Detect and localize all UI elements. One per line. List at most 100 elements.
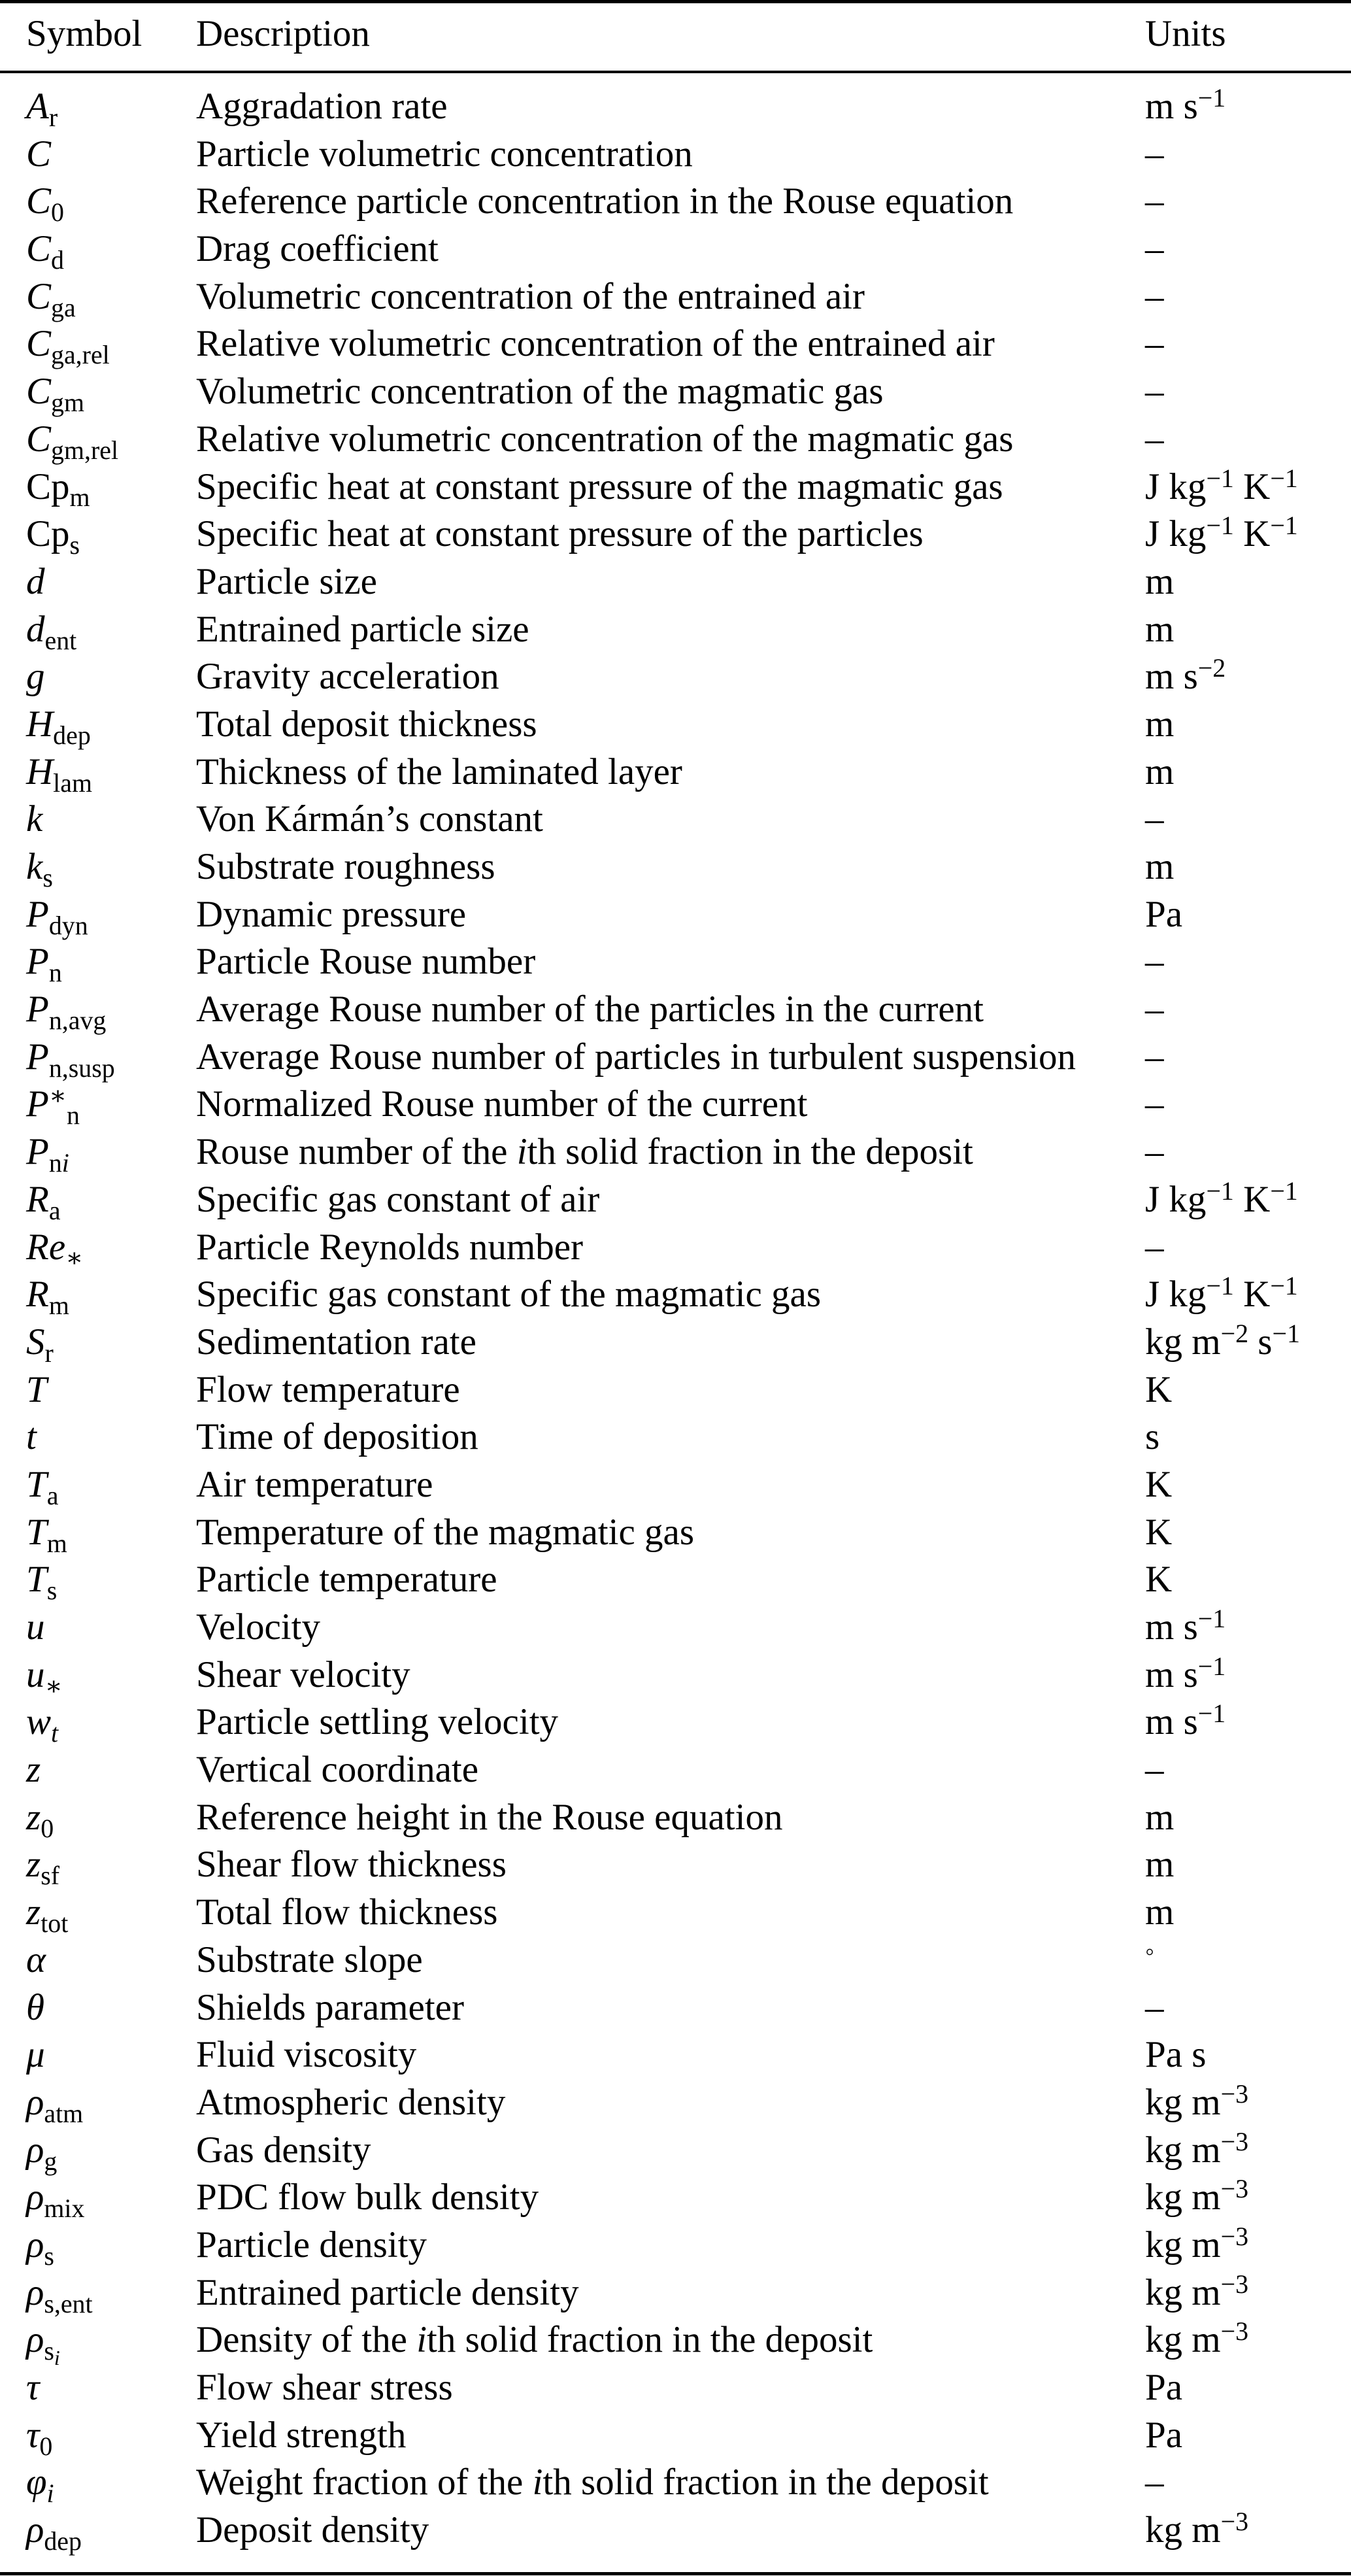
header-rule — [0, 71, 1351, 73]
units-cell: m — [1145, 560, 1175, 602]
description-cell: Aggradation rate — [196, 86, 448, 127]
units-cell: – — [1145, 228, 1164, 270]
units-cell: – — [1145, 180, 1164, 222]
description-cell: Shear velocity — [196, 1653, 410, 1695]
symbol-cell: Pn,susp — [26, 1036, 115, 1083]
units-cell: kg m−3 — [1145, 2221, 1249, 2265]
table-row: ks Substrate roughness m — [0, 843, 1351, 891]
description-cell: Average Rouse number of the particles in… — [196, 989, 984, 1030]
description-cell: Flow shear stress — [196, 2367, 453, 2408]
symbol-cell: z0 — [26, 1796, 54, 1843]
table-row: ρs,ent Entrained particle density kg m−3 — [0, 2269, 1351, 2317]
table-row: Pdyn Dynamic pressure Pa — [0, 891, 1351, 939]
table-row: ρatm Atmospheric density kg m−3 — [0, 2079, 1351, 2127]
table-row: C0 Reference particle concentration in th… — [0, 178, 1351, 226]
units-cell: Pa s — [1145, 2034, 1207, 2076]
symbol-cell: Pn,avg — [26, 989, 107, 1036]
units-cell: m — [1145, 703, 1175, 745]
units-cell: – — [1145, 133, 1164, 175]
description-cell: PDC flow bulk density — [196, 2177, 539, 2218]
table-header: Symbol Description Units — [0, 10, 1351, 58]
units-cell: – — [1145, 1226, 1164, 1268]
units-cell: K — [1145, 1463, 1173, 1505]
description-cell: Specific heat at constant pressure of th… — [196, 466, 1003, 507]
units-cell: m — [1145, 751, 1175, 792]
table-row: z0 Reference height in the Rouse equation… — [0, 1794, 1351, 1842]
table-row: Cd Drag coefficient – — [0, 226, 1351, 273]
table-row: k Von Kármán’s constant – — [0, 796, 1351, 843]
units-cell: Pa — [1145, 893, 1182, 935]
table-row: Cpm Specific heat at constant pressure of… — [0, 464, 1351, 511]
symbol-cell: φi — [26, 2462, 54, 2509]
table-row: τ0 Yield strength Pa — [0, 2412, 1351, 2460]
table-row: zsf Shear flow thickness m — [0, 1841, 1351, 1889]
symbol-cell: Sr — [26, 1321, 54, 1368]
table-row: d Particle size m — [0, 558, 1351, 606]
symbol-cell: zsf — [26, 1844, 59, 1891]
header-description: Description — [196, 13, 370, 54]
symbol-cell: u∗ — [26, 1653, 63, 1701]
description-cell: Particle Reynolds number — [196, 1226, 584, 1268]
table-row: ρg Gas density kg m−3 — [0, 2127, 1351, 2175]
description-cell: Particle size — [196, 560, 377, 602]
units-cell: – — [1145, 418, 1164, 460]
table-row: ρmix PDC flow bulk density kg m−3 — [0, 2174, 1351, 2222]
symbol-cell: Ta — [26, 1463, 59, 1510]
table-row: θ Shields parameter – — [0, 1984, 1351, 2032]
symbol-cell: α — [26, 1939, 46, 1980]
table-row: Pn Particle Rouse number – — [0, 938, 1351, 986]
symbol-cell: dent — [26, 608, 77, 655]
table-row: g Gravity acceleration m s−2 — [0, 653, 1351, 701]
symbol-cell: Hlam — [26, 751, 92, 798]
units-cell: ◦ — [1145, 1936, 1155, 1966]
description-cell: Entrained particle size — [196, 608, 529, 650]
description-cell: Shields parameter — [196, 1986, 464, 2028]
units-cell: – — [1145, 1131, 1164, 1173]
description-cell: Density of the ith solid fraction in the… — [196, 2319, 873, 2361]
symbol-cell: Tm — [26, 1511, 67, 1558]
table-row: ztot Total flow thickness m — [0, 1889, 1351, 1937]
symbol-cell: Pni — [26, 1131, 69, 1178]
table-row: Rm Specific gas constant of the magmatic … — [0, 1271, 1351, 1319]
description-cell: Sedimentation rate — [196, 1321, 476, 1363]
units-cell: K — [1145, 1368, 1173, 1410]
description-cell: Vertical coordinate — [196, 1749, 479, 1791]
symbol-cell: Ar — [26, 86, 58, 132]
top-rule — [0, 0, 1351, 3]
units-cell: m — [1145, 1844, 1175, 1886]
table-row: τ Flow shear stress Pa — [0, 2364, 1351, 2412]
symbol-cell: Ra — [26, 1178, 61, 1225]
symbol-cell: ρg — [26, 2129, 58, 2176]
symbol-cell: Cpm — [26, 466, 90, 513]
description-cell: Velocity — [196, 1606, 320, 1648]
units-cell: K — [1145, 1559, 1173, 1601]
symbol-cell: Re∗ — [26, 1226, 84, 1273]
symbol-cell: Cga — [26, 275, 76, 322]
description-cell: Specific heat at constant pressure of th… — [196, 513, 924, 555]
description-cell: Thickness of the laminated layer — [196, 751, 682, 792]
description-cell: Specific gas constant of the magmatic ga… — [196, 1274, 822, 1315]
symbol-cell: ρs,ent — [26, 2271, 93, 2318]
units-cell: m s−1 — [1145, 1699, 1226, 1743]
units-cell: m — [1145, 846, 1175, 887]
description-cell: Total deposit thickness — [196, 703, 537, 745]
table-row: wt Particle settling velocity m s−1 — [0, 1699, 1351, 1746]
units-cell: J kg−1 K−1 — [1145, 463, 1298, 507]
symbol-cell: g — [26, 656, 45, 698]
symbol-cell: T — [26, 1368, 47, 1410]
description-cell: Substrate slope — [196, 1939, 423, 1980]
description-cell: Atmospheric density — [196, 2081, 506, 2123]
description-cell: Weight fraction of the ith solid fractio… — [196, 2462, 989, 2503]
units-cell: – — [1145, 275, 1164, 317]
description-cell: Deposit density — [196, 2509, 429, 2551]
table-row: dent Entrained particle size m — [0, 606, 1351, 654]
table-row: Pn,susp Average Rouse number of particles… — [0, 1034, 1351, 1081]
units-cell: Pa — [1145, 2414, 1182, 2456]
description-cell: Particle density — [196, 2224, 427, 2265]
table-row: Sr Sedimentation rate kg m−2 s−1 — [0, 1319, 1351, 1366]
table-row: Tm Temperature of the magmatic gas K — [0, 1509, 1351, 1557]
table-row: Ar Aggradation rate m s−1 — [0, 83, 1351, 131]
table-row: Cga Volumetric concentration of the entra… — [0, 273, 1351, 321]
units-cell: – — [1145, 371, 1164, 413]
units-cell: m s−1 — [1145, 1651, 1226, 1695]
